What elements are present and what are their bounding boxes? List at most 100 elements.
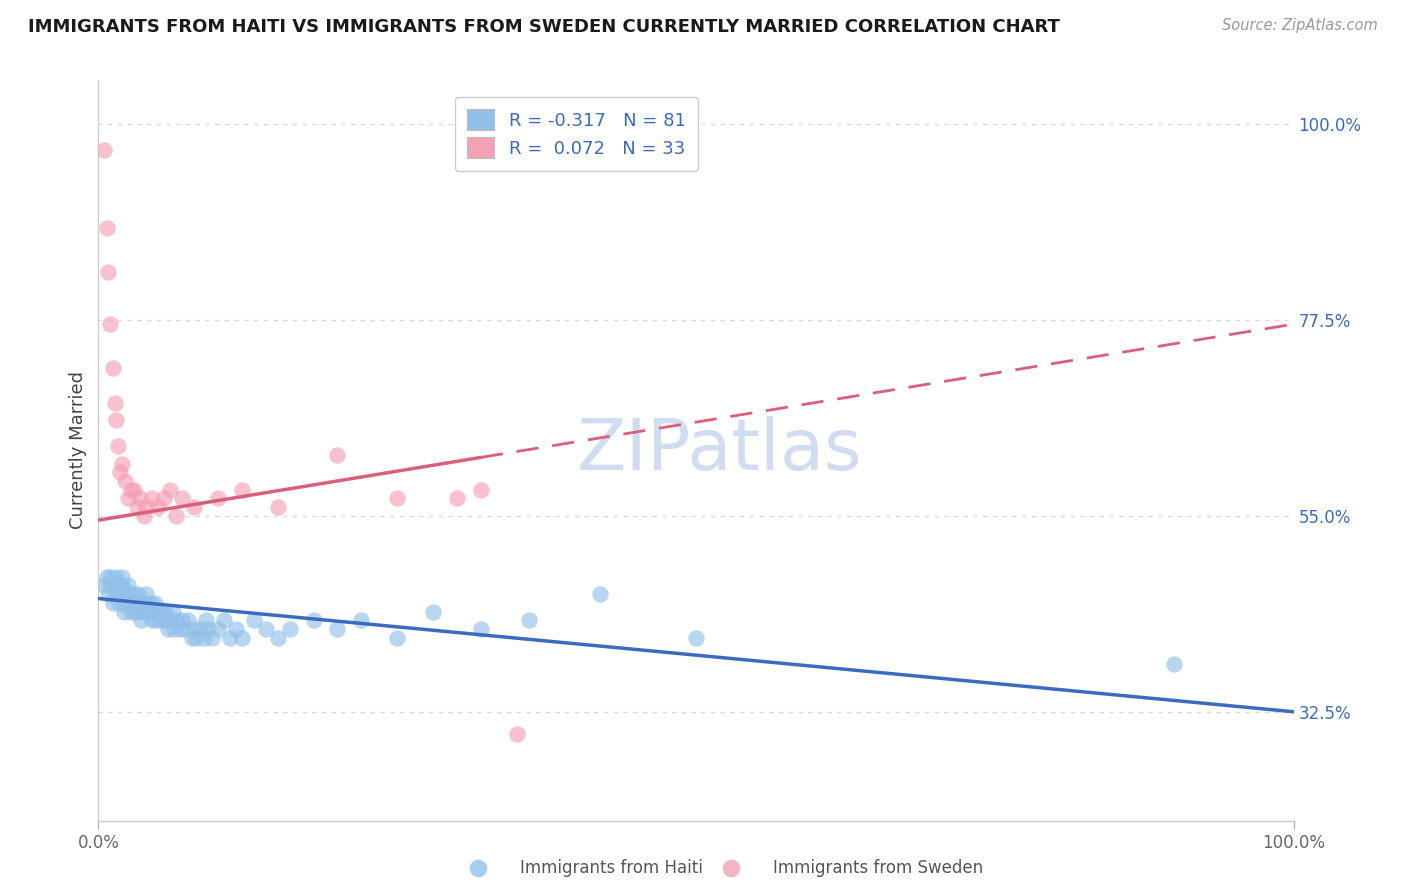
Point [135,500,157,514]
Point [470,622,492,636]
Point [243,613,266,627]
Point [98,317,122,331]
Point [188,622,211,636]
Point [104,587,127,601]
Point [183,622,205,636]
Point [201,631,224,645]
Point [207,491,229,506]
Point [132,508,155,523]
Point [93,578,115,592]
Point [141,491,163,506]
Point [124,596,146,610]
Point [120,605,142,619]
Point [470,483,492,497]
Point [105,413,128,427]
Text: IMMIGRANTS FROM HAITI VS IMMIGRANTS FROM SWEDEN CURRENTLY MARRIED CORRELATION CH: IMMIGRANTS FROM HAITI VS IMMIGRANTS FROM… [28,18,1060,36]
Point [127,587,149,601]
Point [141,613,163,627]
Point [156,622,179,636]
Point [153,613,176,627]
Point [138,605,160,619]
Text: ZIPatlas: ZIPatlas [576,416,863,485]
Point [135,587,157,601]
Point [231,631,253,645]
Point [96,570,118,584]
Point [128,605,150,619]
Point [125,500,148,514]
Point [172,613,194,627]
Point [219,631,242,645]
Point [212,613,235,627]
Point [105,578,128,592]
Point [112,605,135,619]
Point [385,631,409,645]
Point [207,622,229,636]
Point [173,622,195,636]
Point [165,613,187,627]
Point [254,622,277,636]
Point [118,596,141,610]
Text: Immigrants from Sweden: Immigrants from Sweden [773,859,983,877]
Point [153,491,176,506]
Point [517,613,540,627]
Point [195,613,218,627]
Text: Source: ZipAtlas.com: Source: ZipAtlas.com [1222,18,1378,33]
Point [101,596,124,610]
Point [142,605,165,619]
Point [225,622,247,636]
Point [98,570,122,584]
Point [720,861,742,875]
Point [180,631,202,645]
Point [115,587,138,601]
Point [131,596,153,610]
Point [467,861,489,875]
Point [302,613,325,627]
Point [114,596,136,610]
Point [111,578,134,592]
Point [129,491,152,506]
Point [129,596,152,610]
Point [169,622,191,636]
Point [506,726,529,740]
Point [124,587,146,601]
Point [139,596,162,610]
Point [183,500,205,514]
Point [101,360,124,375]
Point [155,605,177,619]
Point [111,587,134,601]
Point [231,483,253,497]
Point [124,483,146,497]
Point [589,587,612,601]
Point [1163,657,1185,671]
Point [135,596,157,610]
Point [165,508,187,523]
Point [197,622,219,636]
Point [446,491,468,506]
Point [149,613,172,627]
Point [162,605,184,619]
Point [177,613,200,627]
Text: Immigrants from Haiti: Immigrants from Haiti [520,859,703,877]
Point [159,613,181,627]
Point [108,465,131,479]
Point [143,596,166,610]
Point [193,631,215,645]
Point [131,613,153,627]
Point [278,622,301,636]
Point [350,613,373,627]
Point [98,578,122,592]
Point [107,596,129,610]
Point [108,578,131,592]
Point [125,596,148,610]
Point [97,587,120,601]
Point [326,448,349,462]
Point [117,491,139,506]
Point [105,570,128,584]
Point [111,570,134,584]
Point [117,578,139,592]
Point [93,143,115,157]
Point [172,491,194,506]
Point [121,587,143,601]
Point [385,491,409,506]
Point [148,605,170,619]
